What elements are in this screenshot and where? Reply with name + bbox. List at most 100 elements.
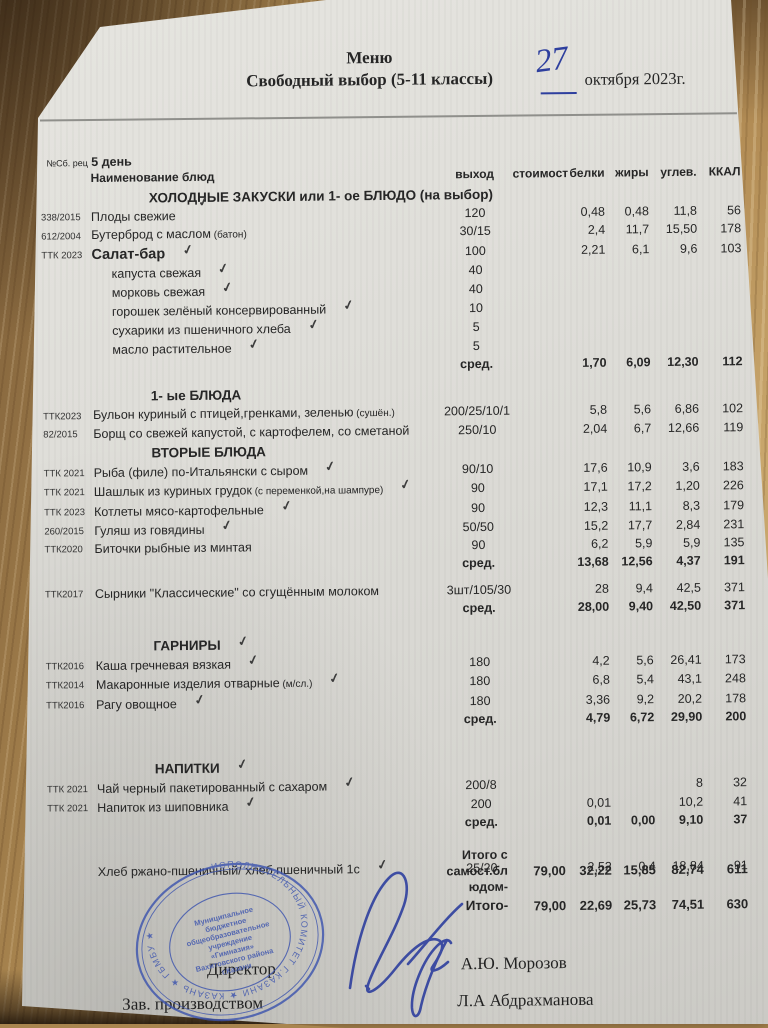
day-label: 5 день: [91, 155, 132, 169]
dish-name-text: сухарики из пшеничного хлеба: [112, 322, 291, 338]
carbs-value: 2,84: [652, 517, 700, 535]
yield-or-avg-label: сред.: [443, 814, 519, 832]
kcal-value: 102: [699, 400, 743, 417]
dish-name-text: Борщ со свежей капустой, с картофелем, с…: [93, 424, 409, 441]
kcal-value: 135: [700, 534, 744, 551]
fat-value: 17,2: [608, 478, 652, 495]
dish-name-text: Напиток из шиповника: [97, 800, 228, 815]
yield-or-avg-label: 180: [442, 693, 518, 711]
round-stamp: ИСПОЛНИТЕЛЬНЫЙ КОМИТЕТ Г.КАЗАНИ ★ КАЗАНЬ…: [128, 856, 332, 1028]
col-fat: жиры: [604, 164, 648, 181]
section-title-text: ГАРНИРЫ: [153, 638, 220, 654]
carbs-value: 15,50: [649, 221, 697, 239]
dish-name: Шашлык из куриных грудок (с переменкой,н…: [94, 479, 440, 502]
col-code: [41, 179, 91, 180]
dish-name-text: Каша гречневая вязкая: [96, 658, 231, 673]
dish-name-text: Салат-бар: [91, 246, 165, 263]
dish-name: Биточки рыбные из минтая: [94, 537, 440, 558]
carbs-value: 3,6: [652, 459, 700, 477]
protein-value: 17,1: [562, 479, 608, 496]
section-title: ХОЛОДНЫЕ ЗАКУСКИ или 1- ое БЛЮДО (на выб…: [91, 185, 437, 208]
section-title: 1- ые БЛЮДА: [93, 383, 439, 406]
dish-code: ТТК2020: [44, 541, 94, 559]
dish-code: [45, 568, 95, 569]
yield-or-avg-label: 5: [438, 338, 514, 356]
carbs-value: 6,86: [651, 401, 699, 419]
dish-code: [42, 350, 92, 351]
fat-value: 0,48: [605, 203, 649, 220]
date-underline: [541, 92, 577, 94]
dish-name-text: Гуляш из говядины: [94, 523, 204, 538]
carbs-value: [650, 348, 698, 349]
dish-name: [97, 826, 443, 830]
fat-value: 12,56: [609, 553, 653, 570]
dish-name-text: масло растительное: [112, 342, 231, 357]
dish-name: Котлеты мясо-картофельные✓: [94, 499, 440, 521]
carbs-value: [650, 329, 698, 330]
totals-protein: 22,69: [566, 897, 612, 912]
carbs-value: 11,8: [649, 203, 697, 221]
dish-name-text: Чай черный пакетированный с сахаром: [97, 780, 327, 796]
kcal-value: 173: [702, 651, 746, 668]
fat-value: 5,6: [607, 401, 651, 418]
menu-table: Наименование блюд выход стоимост белки ж…: [41, 163, 748, 882]
kcal-value: 231: [700, 516, 744, 533]
section-title-text: ВТОРЫЕ БЛЮДА: [151, 444, 266, 460]
protein-value: 12,3: [562, 499, 608, 516]
protein-value: 6,2: [562, 536, 608, 553]
protein-value: 6,8: [564, 672, 610, 689]
yield-or-avg-label: 10: [438, 300, 514, 318]
table-body: ХОЛОДНЫЕ ЗАКУСКИ или 1- ое БЛЮДО (на выб…: [41, 182, 748, 881]
kcal-value: 200: [702, 708, 746, 725]
col-carbs: углев.: [648, 164, 696, 182]
yield-or-avg-label: 200/25/10/1: [439, 403, 515, 421]
col-yield: выход: [436, 166, 512, 184]
dish-code: 260/2015: [44, 523, 94, 541]
carbs-value: 1,20: [652, 478, 700, 496]
protein-value: 4,79: [564, 710, 610, 727]
carbs-value: 43,1: [654, 671, 702, 689]
dish-name: масло растительное✓: [92, 337, 438, 359]
dish-name-text: морковь свежая: [112, 285, 205, 300]
protein-value: 0,01: [565, 813, 611, 830]
dish-name: горошек зелёный консервированный✓: [92, 299, 438, 321]
kcal-value: 41: [703, 793, 747, 810]
dish-code: 338/2015: [41, 209, 91, 227]
director-name: А.Ю. Морозов: [461, 953, 567, 974]
dish-note: (батон): [211, 229, 247, 240]
dish-code: [42, 312, 92, 313]
protein-value: 28,00: [563, 599, 609, 616]
dish-code: [46, 724, 96, 725]
dish-code: ТТК2023: [43, 408, 93, 426]
carbs-value: 42,50: [653, 598, 701, 616]
dish-note: (м/сл.): [280, 679, 313, 690]
totals-carbs: 74,51: [656, 896, 704, 912]
recipe-ref-label: №Сб. рец: [46, 158, 88, 168]
protein-value: 0,48: [559, 204, 605, 221]
date-month-year: октября 2023г.: [584, 69, 685, 90]
dish-name: [95, 612, 441, 616]
dish-code: 82/2015: [43, 426, 93, 444]
yield-or-avg-label: 3шт/105/30: [441, 582, 517, 600]
fat-value: 9,40: [609, 598, 653, 615]
dish-name: Борщ со свежей капустой, с картофелем, с…: [93, 422, 439, 443]
section-title: ВТОРЫЕ БЛЮДА: [93, 440, 439, 463]
totals-kcal: 630: [704, 896, 748, 911]
dish-code: ТТК2014: [46, 677, 96, 695]
dish-name-text: Сырники "Классические" со сгущённым моло…: [95, 584, 379, 601]
section-title-text: 1- ые БЛЮДА: [151, 387, 241, 403]
kcal-value: 56: [697, 202, 741, 219]
dish-name-text: Бульон куриный с птицей,гренками, зелень…: [93, 405, 354, 422]
dish-name: [95, 567, 441, 571]
yield-or-avg-label: сред.: [438, 356, 514, 374]
dish-code: [43, 454, 93, 455]
protein-value: 2,21: [559, 242, 605, 259]
kcal-value: 371: [701, 597, 745, 614]
fat-value: 6,72: [610, 709, 654, 726]
dish-code: [41, 199, 91, 200]
kcal-value: 37: [703, 811, 747, 828]
dish-name-text: Рагу овощное: [96, 697, 177, 712]
carbs-value: 9,6: [649, 241, 697, 259]
yield-or-avg-label: 250/10: [439, 422, 515, 440]
yield-or-avg-label: сред.: [441, 600, 517, 618]
